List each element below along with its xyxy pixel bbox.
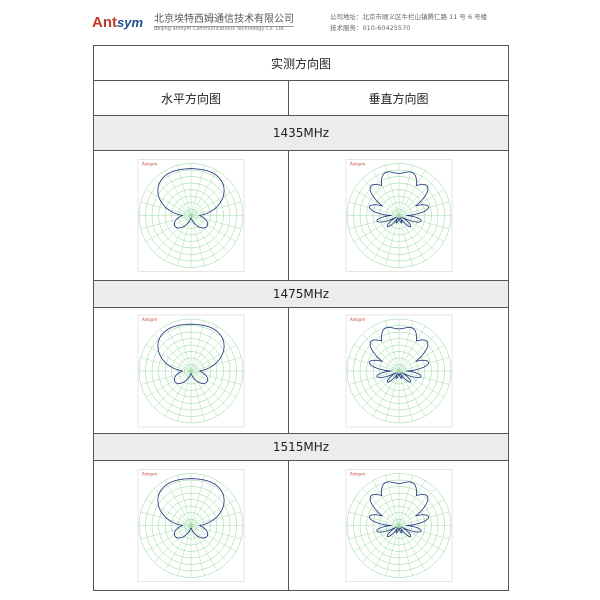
freq-label: 1515MHz: [93, 433, 509, 461]
radiation-pattern-curve: [157, 323, 225, 384]
svg-text:Antsym: Antsym: [142, 472, 157, 477]
svg-text:Antsym: Antsym: [142, 162, 157, 167]
address: 公司地址：北京市顺义区牛栏山镇腾仁路 11 号 6 号楼: [330, 13, 488, 21]
horizontal-pattern-plot: Antsym: [137, 159, 245, 272]
table-title: 实测方向图: [93, 45, 509, 81]
col-vertical: 垂直方向图: [288, 80, 509, 116]
horizontal-pattern-plot: Antsym: [137, 469, 245, 582]
pattern-table: 实测方向图 水平方向图 垂直方向图 1435MHz Antsym Antsym 14…: [93, 45, 509, 591]
svg-text:Antsym: Antsym: [142, 317, 157, 322]
company-logo: Antsym: [92, 14, 144, 31]
col-horizontal: 水平方向图: [93, 80, 289, 116]
company-name-en: Beijing antsym Communications Technology…: [154, 26, 286, 32]
svg-text:Antsym: Antsym: [350, 317, 365, 322]
company-name-cn: 北京埃特西姆通信技术有限公司: [154, 10, 294, 27]
svg-text:Antsym: Antsym: [350, 162, 365, 167]
radiation-pattern-curve: [368, 171, 429, 228]
horizontal-pattern-plot: Antsym: [137, 314, 245, 427]
freq-label: 1435MHz: [93, 115, 509, 151]
vertical-pattern-plot: Antsym: [345, 314, 452, 427]
letterhead: Antsym 北京埃特西姆通信技术有限公司 Beijing antsym Com…: [92, 8, 512, 38]
svg-text:Antsym: Antsym: [350, 472, 365, 477]
freq-label: 1475MHz: [93, 280, 509, 308]
vertical-pattern-plot: Antsym: [345, 469, 452, 582]
radiation-pattern-curve: [157, 168, 225, 229]
contact-info: 公司地址：北京市顺义区牛栏山镇腾仁路 11 号 6 号楼 技术服务：010-604…: [330, 12, 487, 34]
vertical-pattern-plot: Antsym: [345, 159, 452, 272]
radiation-pattern-curve: [157, 478, 225, 539]
service-phone: 技术服务：010-60425570: [330, 24, 411, 32]
